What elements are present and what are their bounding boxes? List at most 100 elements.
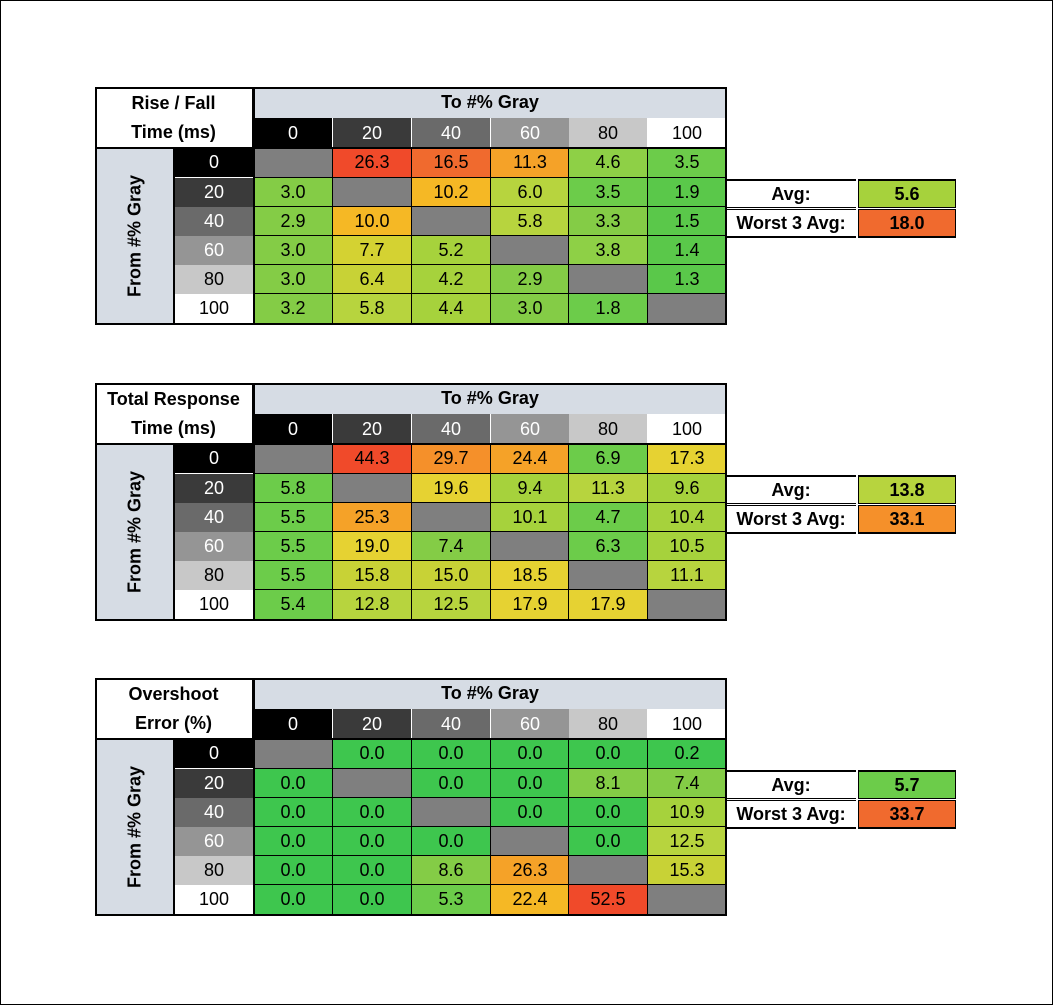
header-separator [173, 739, 175, 916]
to-gray-header: To #% Gray [254, 87, 726, 118]
data-cell: 5.3 [412, 885, 490, 914]
to-level-header: 60 [491, 118, 569, 148]
data-cell: 18.5 [491, 561, 569, 590]
data-cell: 15.0 [412, 561, 490, 590]
to-gray-header: To #% Gray [254, 383, 726, 414]
data-cell: 1.4 [648, 236, 726, 265]
worst-3-avg-value: 33.7 [858, 800, 956, 829]
grid-divider [254, 768, 726, 769]
data-cell: 1.5 [648, 207, 726, 236]
data-cell: 0.0 [333, 827, 411, 856]
to-level-header: 0 [254, 709, 332, 739]
data-cell: 7.7 [333, 236, 411, 265]
worst-3-avg-label: Worst 3 Avg: [726, 209, 856, 238]
data-cell: 5.5 [254, 532, 332, 561]
from-level-header: 20 [174, 474, 254, 503]
grid-divider [332, 444, 333, 621]
data-cell: 17.3 [648, 444, 726, 473]
data-cell: 0.0 [491, 798, 569, 827]
grid-divider [254, 560, 726, 561]
diagonal-empty-cell [333, 474, 411, 503]
data-cell: 10.9 [648, 798, 726, 827]
worst-3-avg-row: Worst 3 Avg: 33.7 [726, 800, 956, 829]
worst-3-avg-row: Worst 3 Avg: 18.0 [726, 209, 956, 238]
data-cell: 6.0 [491, 178, 569, 207]
data-cell: 5.8 [333, 294, 411, 323]
data-cell: 17.9 [569, 590, 647, 619]
data-cell: 29.7 [412, 444, 490, 473]
grid-divider [254, 884, 726, 885]
data-cell: 0.0 [254, 827, 332, 856]
data-cell: 3.5 [648, 148, 726, 177]
data-cell: 17.9 [491, 590, 569, 619]
diagonal-empty-cell [412, 207, 490, 236]
grid-divider [411, 148, 412, 325]
avg-row: Avg: 5.7 [726, 770, 956, 799]
diagonal-empty-cell [648, 885, 726, 914]
data-cell: 12.5 [412, 590, 490, 619]
data-cell: 1.9 [648, 178, 726, 207]
data-cell: 9.4 [491, 474, 569, 503]
grid-divider [490, 739, 491, 916]
to-level-header: 40 [412, 118, 490, 148]
header-separator [95, 147, 727, 149]
diagonal-empty-cell [412, 503, 490, 532]
data-cell: 4.6 [569, 148, 647, 177]
data-cell: 3.0 [254, 265, 332, 294]
worst-3-avg-value: 33.1 [858, 505, 956, 534]
grid-divider [254, 473, 726, 474]
grid-divider [254, 206, 726, 207]
header-separator [253, 87, 255, 325]
from-level-header: 60 [174, 236, 254, 265]
table-title-line-2: Time (ms) [131, 417, 216, 438]
to-level-header: 0 [254, 414, 332, 444]
from-gray-label: From #% Gray [124, 470, 144, 594]
total-response-time-table: Total Response Time (ms) To #% Gray From #%… [95, 383, 956, 621]
data-cell: 5.2 [412, 236, 490, 265]
data-cell: 0.0 [333, 885, 411, 914]
to-level-header: 20 [333, 414, 411, 444]
to-level-header: 40 [412, 414, 490, 444]
data-cell: 5.4 [254, 590, 332, 619]
table-title: Overshoot Error (%) [95, 678, 254, 739]
data-cell: 6.3 [569, 532, 647, 561]
table-title: Rise / Fall Time (ms) [95, 87, 254, 148]
table-title: Total Response Time (ms) [95, 383, 254, 444]
avg-label: Avg: [726, 475, 856, 504]
data-cell: 16.5 [412, 148, 490, 177]
avg-row: Avg: 5.6 [726, 179, 956, 208]
data-cell: 0.0 [412, 827, 490, 856]
data-cell: 5.8 [491, 207, 569, 236]
data-cell: 0.0 [333, 856, 411, 885]
to-level-header: 80 [569, 414, 647, 444]
data-cell: 26.3 [333, 148, 411, 177]
data-cell: 8.6 [412, 856, 490, 885]
from-level-header: 40 [174, 207, 254, 236]
data-cell: 44.3 [333, 444, 411, 473]
grid-divider [254, 797, 726, 798]
data-cell: 5.5 [254, 503, 332, 532]
data-cell: 10.5 [648, 532, 726, 561]
table-title-line-1: Rise / Fall [131, 92, 216, 113]
header-separator [173, 444, 175, 621]
grid-divider [254, 531, 726, 532]
data-cell: 0.2 [648, 739, 726, 768]
grid-divider [254, 855, 726, 856]
data-cell: 12.5 [648, 827, 726, 856]
grid-divider [254, 235, 726, 236]
data-cell: 25.3 [333, 503, 411, 532]
data-cell: 8.1 [569, 769, 647, 798]
from-level-header: 100 [174, 590, 254, 619]
to-level-header: 80 [569, 709, 647, 739]
data-cell: 0.0 [333, 739, 411, 768]
data-cell: 0.0 [254, 798, 332, 827]
diagonal-empty-cell [333, 178, 411, 207]
grid-divider [254, 177, 726, 178]
data-cell: 3.0 [254, 178, 332, 207]
header-separator [253, 678, 255, 916]
to-level-header: 20 [333, 118, 411, 148]
to-level-header: 100 [648, 118, 726, 148]
data-cell: 11.3 [569, 474, 647, 503]
diagonal-empty-cell [412, 798, 490, 827]
grid-divider [254, 826, 726, 827]
